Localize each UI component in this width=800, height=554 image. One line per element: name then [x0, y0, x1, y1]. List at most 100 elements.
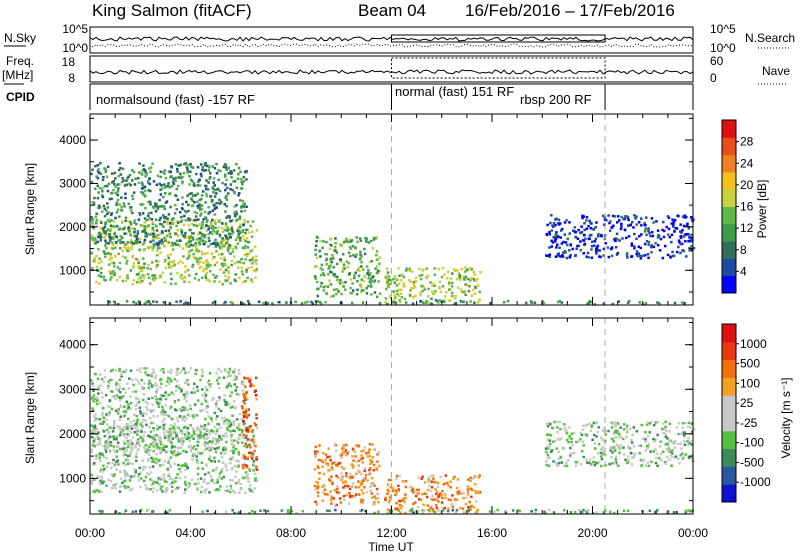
power-cell [690, 233, 693, 237]
velocity-cell [203, 489, 206, 492]
velocity-cell [604, 429, 608, 433]
power-cell [365, 265, 369, 268]
velocity-cell [683, 443, 687, 446]
power-cell [332, 294, 335, 298]
velocity-cell [153, 434, 156, 437]
power-cell [334, 275, 337, 278]
velocity-cell [602, 438, 606, 442]
power-cell [227, 275, 231, 279]
velocity-cell [135, 397, 138, 400]
power-cell [640, 224, 643, 227]
power-ylabel: Slant Range [km] [23, 163, 37, 255]
power-cell [223, 244, 226, 248]
power-cell [625, 253, 629, 257]
velocity-cell [104, 393, 108, 397]
velocity-cell [558, 438, 561, 441]
velocity-cell [610, 426, 614, 429]
power-cell [120, 209, 123, 212]
power-cell [90, 251, 94, 255]
velocity-cell [155, 384, 159, 388]
velocity-cell [222, 475, 226, 479]
power-cell [588, 300, 591, 303]
power-cell [91, 168, 94, 171]
power-cell [213, 213, 217, 216]
velocity-cell [368, 448, 371, 451]
velocity-cell [127, 441, 130, 444]
velocity-cell [203, 423, 207, 427]
velocity-cell [611, 462, 614, 465]
power-cell [589, 221, 592, 224]
velocity-cell [170, 379, 173, 383]
velocity-cell [127, 434, 131, 437]
power-cell [97, 261, 101, 265]
power-cell [342, 285, 345, 288]
power-cell [139, 237, 142, 241]
velocity-cell [367, 451, 370, 455]
power-cell [690, 216, 693, 219]
velocity-cell [134, 423, 138, 426]
power-cell [126, 259, 129, 263]
velocity-cell [139, 436, 143, 439]
velocity-cell [364, 473, 368, 477]
power-cell [188, 249, 192, 253]
power-cell [192, 238, 195, 241]
velocity-cell [573, 431, 576, 435]
power-cell [473, 273, 477, 276]
power-cell [160, 184, 163, 187]
velocity-cell [243, 455, 246, 459]
power-cell [151, 300, 155, 303]
velocity-cell [250, 438, 254, 442]
power-cell [336, 278, 339, 282]
power-cell [249, 249, 253, 253]
power-cell [362, 268, 365, 271]
power-cell [165, 200, 169, 203]
velocity-cell [222, 422, 225, 425]
power-cell [181, 247, 185, 250]
colorbar-tick-label: 8 [740, 243, 747, 257]
power-cell [231, 229, 234, 233]
velocity-cell [175, 373, 178, 376]
velocity-cell [431, 498, 434, 501]
velocity-cell [661, 450, 665, 453]
power-cell [471, 288, 475, 292]
velocity-cell [664, 425, 667, 429]
velocity-cell [456, 491, 459, 494]
power-cell [561, 254, 564, 257]
velocity-cell [367, 450, 371, 453]
power-cell [224, 222, 228, 225]
velocity-cell [174, 409, 178, 412]
velocity-cell [208, 372, 212, 375]
power-cell [229, 169, 232, 173]
power-cell [327, 267, 330, 270]
velocity-cell [574, 460, 578, 464]
power-cell [108, 233, 112, 236]
velocity-cell [351, 465, 355, 468]
power-cell [189, 228, 192, 232]
power-cell [187, 238, 191, 242]
velocity-cell [125, 471, 129, 475]
power-cell [573, 226, 577, 229]
velocity-cell [114, 486, 117, 490]
power-cell [411, 302, 415, 305]
velocity-cell [191, 458, 194, 461]
velocity-cell [146, 408, 149, 412]
velocity-cell [616, 444, 620, 448]
velocity-cell [188, 404, 192, 407]
velocity-cell [242, 413, 245, 417]
power-cell [156, 249, 159, 253]
velocity-cell [225, 402, 229, 406]
power-cell [479, 271, 482, 274]
power-cell [132, 242, 135, 245]
power-cell [189, 243, 193, 246]
velocity-cell [238, 433, 241, 437]
velocity-cell [124, 475, 127, 478]
velocity-cell [208, 446, 211, 450]
velocity-cell [329, 459, 332, 462]
velocity-cell [604, 433, 607, 436]
power-cell [163, 207, 166, 211]
velocity-cell [218, 475, 221, 479]
power-cell [219, 242, 223, 245]
velocity-cell [317, 458, 321, 462]
velocity-cell [109, 440, 113, 444]
power-cell [681, 215, 685, 218]
